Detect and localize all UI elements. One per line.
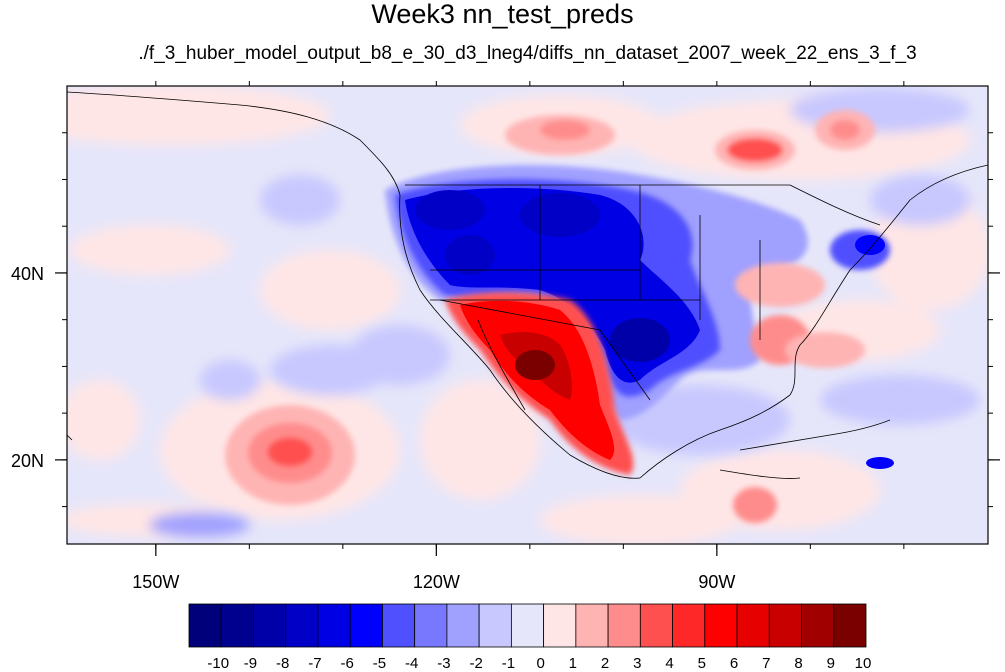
colorbar-label: -6 — [341, 655, 354, 672]
colorbar-swatch — [575, 603, 609, 648]
colorbar-swatch — [543, 603, 577, 648]
coastlines-and-borders — [67, 91, 988, 479]
colorbar-label: -5 — [373, 655, 386, 672]
colorbar: -10 -9 -8 -7 -6 -5 -4 -3 -2 -1 0 1 2 3 4 5 6 7 8 9 10 — [188, 603, 872, 672]
anomaly-field — [67, 86, 988, 544]
colorbar-swatch — [801, 603, 835, 648]
colorbar-swatch — [382, 603, 416, 648]
colorbar-swatch — [349, 603, 383, 648]
axis-ticks — [55, 81, 1000, 556]
canada-warm-anomaly — [505, 110, 875, 170]
mexico-warm-anomaly — [445, 292, 634, 475]
colorbar-swatch — [672, 603, 706, 648]
colorbar-label: 5 — [698, 655, 706, 672]
colorbar-swatch — [188, 603, 222, 648]
colorbar-label: 0 — [536, 655, 544, 672]
colorbar-swatch — [833, 603, 867, 648]
pacific-warm-anomaly — [225, 405, 355, 505]
colorbar-swatch — [607, 603, 641, 648]
colorbar-swatch — [510, 603, 545, 648]
colorbar-label: 4 — [665, 655, 673, 672]
chart-title: Week3 nn_test_preds — [371, 0, 634, 29]
light-blue-bands — [150, 88, 980, 537]
colorbar-swatch — [285, 603, 319, 648]
colorbar-label: -8 — [276, 655, 289, 672]
colorbar-swatch — [704, 603, 738, 648]
colorbar-swatch — [768, 603, 802, 648]
colorbar-swatch — [253, 603, 287, 648]
lon-tick-label: 120W — [413, 572, 460, 592]
axis-labels: 150W 120W 90W 20N 40N — [11, 264, 735, 592]
colorbar-label: 6 — [730, 655, 738, 672]
colorbar-label: -7 — [308, 655, 321, 672]
colorbar-swatch — [478, 603, 512, 648]
colorbar-label: 10 — [855, 655, 872, 672]
lat-tick-label: 40N — [11, 264, 44, 284]
lon-tick-label: 150W — [132, 572, 179, 592]
lon-tick-label: 90W — [698, 572, 735, 592]
colorbar-label: 9 — [827, 655, 835, 672]
colorbar-swatch — [446, 603, 480, 648]
colorbar-label: 1 — [569, 655, 577, 672]
colorbar-swatch — [639, 603, 673, 648]
southeast-warm-anomaly — [733, 263, 865, 523]
chart-subtitle: ./f_3_huber_model_output_b8_e_30_d3_lneg… — [138, 43, 917, 64]
map-plot-area — [66, 85, 989, 545]
colorbar-label: 2 — [601, 655, 609, 672]
colorbar-swatch — [736, 603, 770, 648]
colorbar-swatch — [317, 603, 351, 648]
colorbar-swatch — [220, 603, 254, 648]
colorbar-label: -9 — [244, 655, 257, 672]
colorbar-label: -10 — [207, 655, 229, 672]
colorbar-label: -3 — [437, 655, 450, 672]
colorbar-label: 7 — [762, 655, 770, 672]
lat-tick-label: 20N — [11, 451, 44, 471]
colorbar-label: 8 — [794, 655, 802, 672]
colorbar-swatch — [414, 603, 448, 648]
colorbar-label: -1 — [502, 655, 515, 672]
continental-cold-anomaly — [385, 165, 894, 469]
map-frame — [66, 85, 989, 545]
colorbar-label: -2 — [469, 655, 482, 672]
colorbar-label: -4 — [405, 655, 418, 672]
colorbar-label: 3 — [633, 655, 641, 672]
